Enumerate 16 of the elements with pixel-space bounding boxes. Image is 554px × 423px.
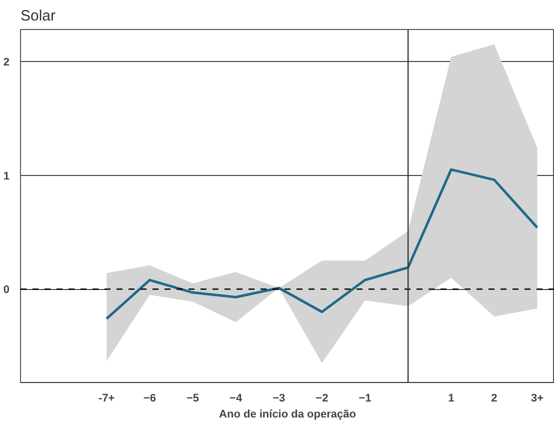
chart-title: Solar xyxy=(20,8,56,24)
x-tick-label: −3 xyxy=(272,392,286,404)
y-tick-label: 0 xyxy=(3,284,10,296)
x-tick-label: -7+ xyxy=(98,392,115,404)
x-axis-title: Ano de início da operação xyxy=(219,408,356,420)
x-tick-label: 3+ xyxy=(531,392,544,404)
x-tick-label: 1 xyxy=(448,392,454,404)
x-tick-label: −1 xyxy=(358,392,372,404)
x-tick-label: −5 xyxy=(186,392,200,404)
x-tick-label: −6 xyxy=(143,392,156,404)
line-series xyxy=(105,168,539,320)
x-tick-label: −4 xyxy=(230,392,243,404)
x-tick-label: 2 xyxy=(491,392,498,404)
y-tick-label: 2 xyxy=(3,56,10,68)
y-tick-label: 1 xyxy=(3,170,10,182)
x-tick-label: −2 xyxy=(316,392,328,404)
